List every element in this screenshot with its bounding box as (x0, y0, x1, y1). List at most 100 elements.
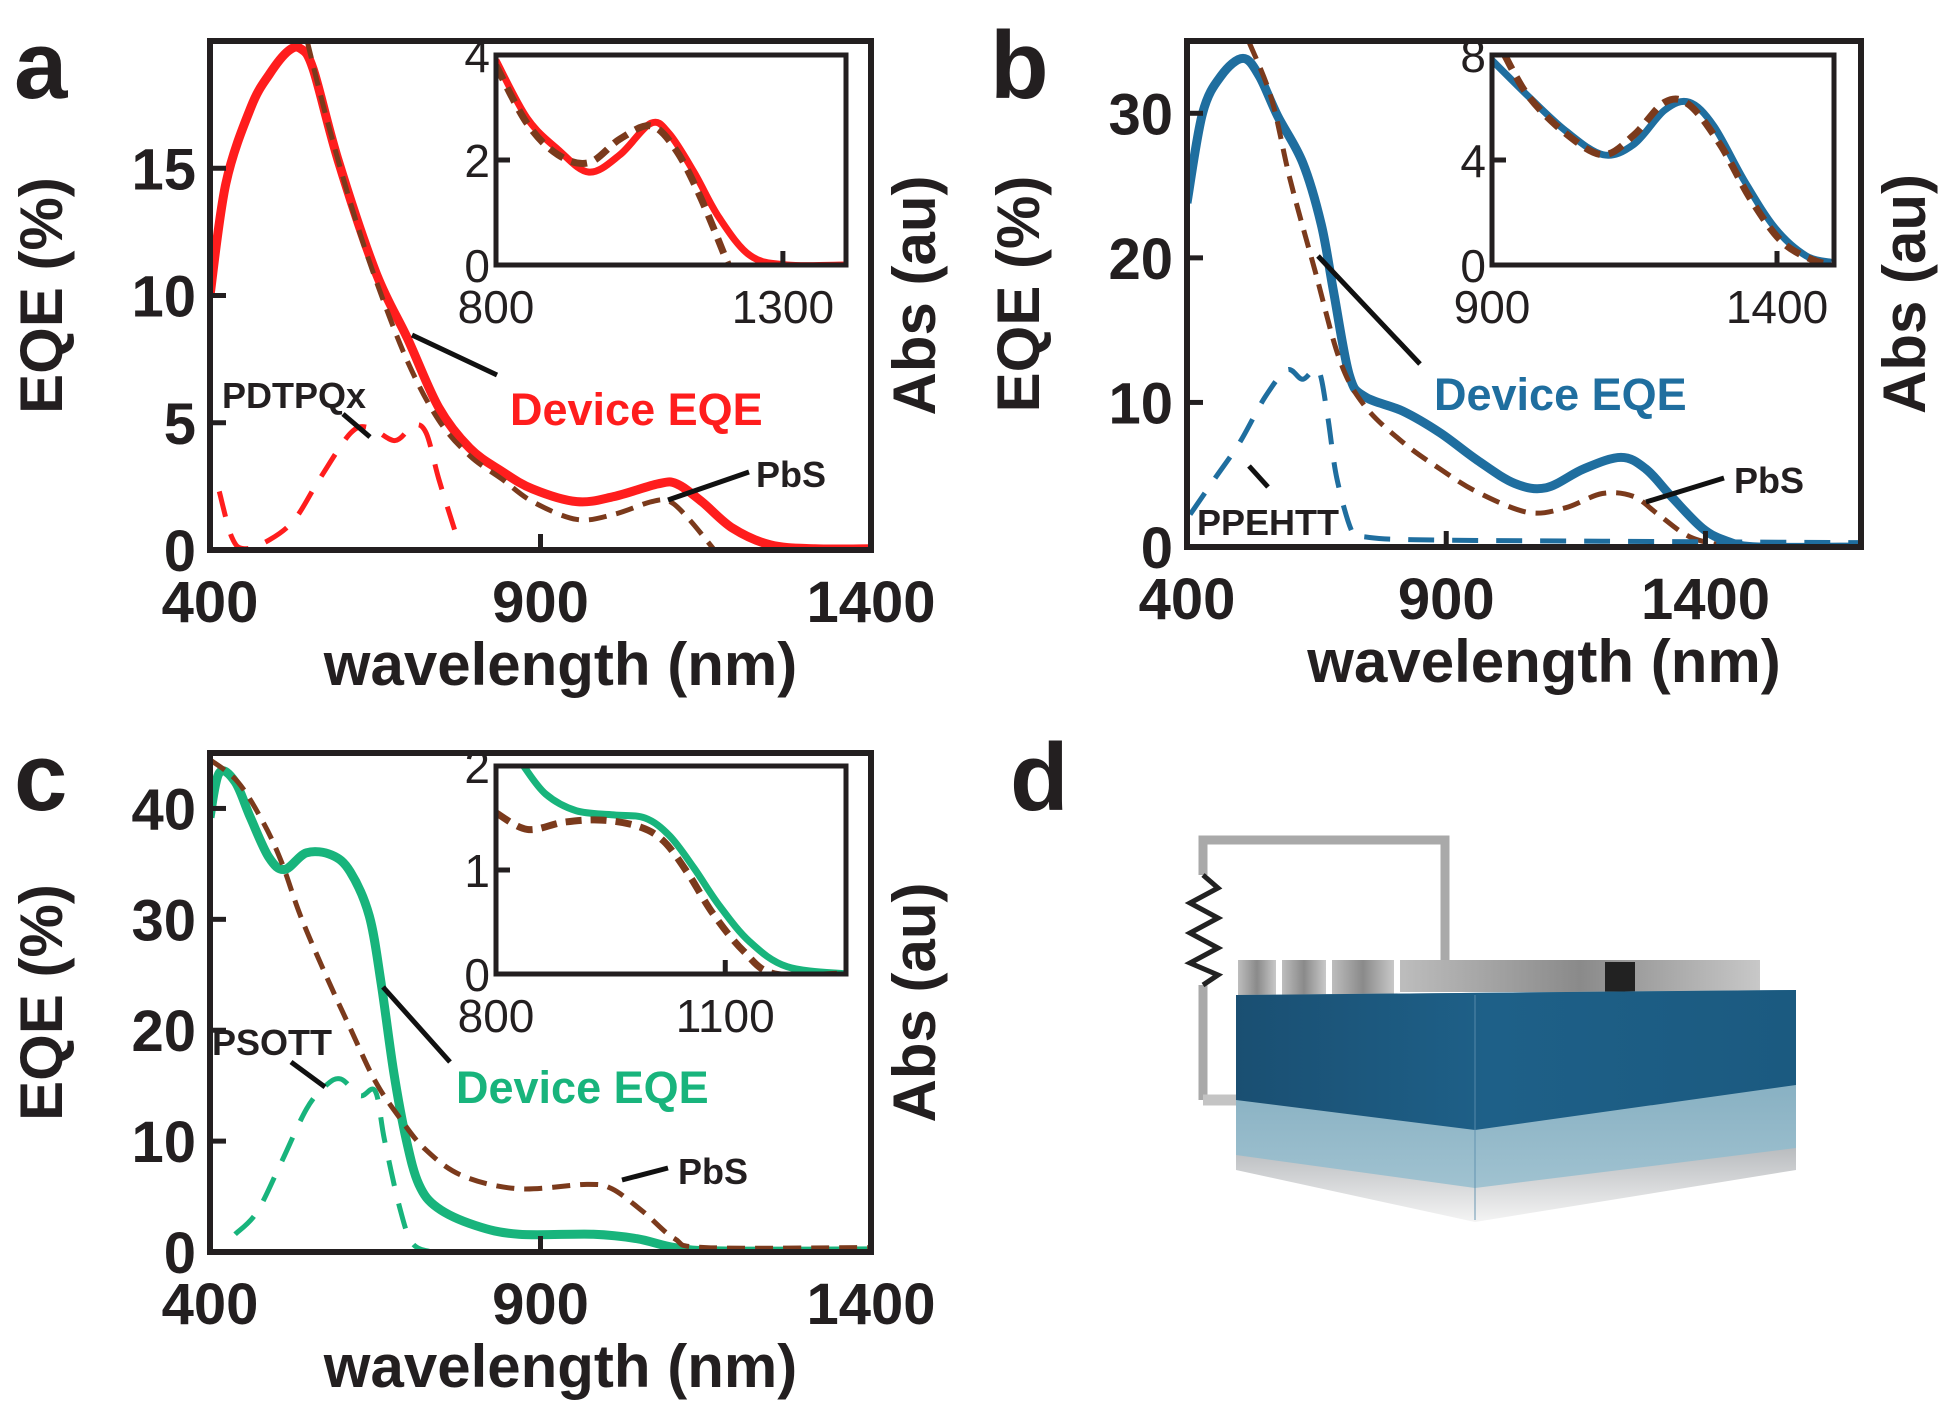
plot-frame (207, 38, 874, 553)
leader-line-pbs-b (1645, 475, 1725, 505)
y-tick-label: 30 (1108, 82, 1173, 147)
annotation-psott: PSOTT (212, 1022, 332, 1063)
inset-y-tick-label: 0 (464, 949, 490, 1001)
electrode-dark (1605, 962, 1635, 992)
series-line-device-eqe (210, 42, 871, 550)
inset-series-line-pbs (1501, 55, 1834, 265)
inset-x-tick-label: 1300 (732, 281, 834, 333)
leader-line-pbs-c (621, 1165, 669, 1183)
inset-x-tick-label: 800 (458, 990, 535, 1042)
y-tick-label: 0 (164, 1221, 196, 1286)
panel-label-c: c (14, 724, 67, 831)
inset-series-line-pbs (496, 63, 732, 265)
inset-y-tick-label: 2 (464, 741, 490, 793)
y2-axis-title: Abs (au) (1871, 174, 1938, 414)
series-line-pdtpqx (216, 422, 457, 550)
plot-frame (207, 750, 874, 1255)
panel-label-d: d (1010, 724, 1069, 831)
y-tick-label: 0 (1141, 516, 1173, 581)
circuit-wire (1198, 835, 1450, 1100)
annotation-pbs-c: PbS (678, 1151, 748, 1192)
inset-x-tick-label: 900 (1454, 281, 1531, 333)
y-axis-title: EQE (%) (985, 176, 1052, 413)
series-line-pbs (210, 757, 871, 1251)
chart-panel-a: 0 5 10 15 400 900 1400 0 2 4 800 1300 wavelength (nm… (8, 30, 948, 698)
y-tick-label: 10 (131, 265, 196, 330)
annotation-pdtpqx: PDTPQx (222, 375, 366, 416)
series-line-device-eqe (210, 766, 871, 1252)
x-tick-label: 900 (1398, 567, 1495, 632)
electrode (1332, 960, 1394, 1000)
inset-y-tick-label: 8 (1460, 30, 1486, 82)
leader-line-pbs-a (667, 469, 750, 503)
electrode (1400, 960, 1760, 992)
x-tick-label: 1400 (806, 1272, 935, 1337)
inset-y-tick-label: 0 (1460, 240, 1486, 292)
inset-background (496, 55, 846, 265)
inset-plot-frame (493, 52, 849, 268)
leader-line-device-eqe-c (381, 985, 452, 1064)
leader-line-ppehtt (1247, 464, 1270, 489)
y2-axis-title: Abs (au) (881, 176, 948, 416)
leader-line-device-eqe-b (1316, 254, 1422, 366)
inset-plot-frame (493, 763, 849, 977)
x-axis-title: wavelength (nm) (323, 1333, 797, 1400)
series-line-device-eqe (1187, 53, 1861, 547)
y-axis-title: EQE (%) (8, 177, 75, 414)
electrode (1238, 960, 1276, 1000)
y-tick-label: 0 (164, 519, 196, 584)
annotation-device-eqe-b: Device EQE (1434, 369, 1687, 420)
y-tick-label: 20 (1108, 227, 1173, 292)
inset-x-tick-label: 800 (458, 281, 535, 333)
x-tick-label: 1400 (806, 570, 935, 635)
x-tick-label: 1400 (1641, 567, 1770, 632)
inset-series-line-device-eqe (520, 766, 846, 974)
chart-panel-c: 0 10 20 30 40 400 900 1400 0 1 2 800 1100 wavelength … (8, 741, 948, 1400)
inset-y-tick-label: 0 (464, 240, 490, 292)
series-line-psott (233, 1076, 433, 1252)
annotation-ppehtt: PPEHTT (1197, 502, 1339, 543)
annotation-pbs-b: PbS (1734, 460, 1804, 501)
inset-y-tick-label: 4 (464, 30, 490, 82)
inset-plot-frame (1489, 52, 1837, 268)
panel-label-a: a (14, 12, 68, 119)
x-tick-label: 900 (492, 570, 589, 635)
x-tick-label: 400 (162, 570, 259, 635)
annotation-pbs-a: PbS (756, 454, 826, 495)
y-tick-label: 30 (131, 888, 196, 953)
inset-chart-c: 0 1 2 800 1100 (458, 741, 849, 1042)
leader-line-psott (289, 1059, 327, 1090)
x-tick-label: 400 (1139, 567, 1236, 632)
y-tick-label: 10 (1108, 371, 1173, 436)
series-line-pbs (304, 41, 717, 550)
inset-series-group (496, 766, 846, 974)
annotations-c: PSOTT Device EQE PbS (212, 985, 748, 1192)
y-tick-label: 5 (164, 392, 196, 457)
y-tick-label: 15 (131, 137, 196, 202)
series-group (210, 757, 871, 1252)
annotations-b: PPEHTT Device EQE PbS (1197, 254, 1804, 543)
bottom-contact-layer (1236, 1148, 1796, 1222)
electrode (1282, 960, 1326, 1000)
x-tick-label: 900 (492, 1272, 589, 1337)
annotations-a: PDTPQx Device EQE PbS (222, 332, 826, 503)
leader-line-device-eqe-a (410, 332, 499, 378)
y-tick-label: 20 (131, 999, 196, 1064)
plot-frame (1184, 38, 1864, 550)
inset-y-tick-label: 4 (1460, 135, 1486, 187)
y2-axis-title: Abs (au) (881, 883, 948, 1123)
y-tick-label: 10 (131, 1110, 196, 1175)
y-tick-label: 40 (131, 777, 196, 842)
inset-series-group (1492, 55, 1834, 265)
polymer-layer (1236, 990, 1796, 1130)
series-group (1187, 41, 1861, 547)
x-axis-title: wavelength (nm) (323, 631, 797, 698)
inset-x-tick-label: 1100 (676, 990, 775, 1042)
annotation-device-eqe-a: Device EQE (510, 384, 763, 435)
resistor-icon (1184, 873, 1224, 988)
annotation-device-eqe-c: Device EQE (456, 1062, 709, 1113)
x-axis-title: wavelength (nm) (1306, 628, 1780, 695)
